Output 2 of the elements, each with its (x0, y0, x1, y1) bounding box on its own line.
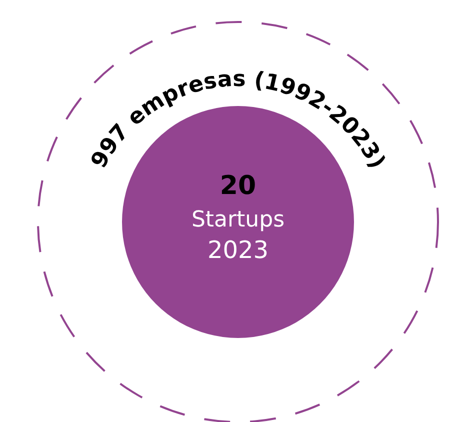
data-label: 20 (220, 171, 256, 201)
category-label: Startups 2023 (191, 208, 285, 264)
